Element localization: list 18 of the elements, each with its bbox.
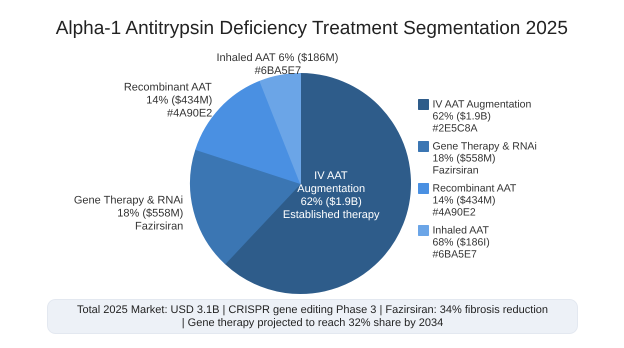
category-label: Inhaled AAT 6% ($186M) xyxy=(216,52,338,64)
text: 68% ($186I) #6BA5E7 xyxy=(432,236,490,260)
text: Total 2025 Market: USD 3.1B | CRISPR gene editing Phase 3 | Fazirsiran: 34% fibrosis reduction | Gene therapy projected to reach 32% share by 2034 xyxy=(77,304,548,329)
text: #6BA5E7 xyxy=(254,65,302,78)
legend-label: Gene Therapy & RNAi xyxy=(432,140,537,152)
legend-label: Recombinant AAT xyxy=(432,182,517,194)
legend-label: IV AAT Augmentation xyxy=(432,98,532,110)
chart-title: Alpha-1 Antitrypsin Deficiency Treatment Segmentation 2025 xyxy=(56,18,568,39)
slice-label: Gene Therapy & RNAi xyxy=(74,194,184,207)
text: 14% ($434M) #4A90E2 xyxy=(432,194,496,218)
data-label: 14% ($434M) #4A90E2 xyxy=(146,94,212,120)
text: 18% ($558M) Fazirsiran xyxy=(432,152,496,176)
text: 62% ($1.9B) #2E5C8A xyxy=(432,110,491,134)
slice-label: Recombinant AAT xyxy=(124,82,212,94)
slice-label: IV AAT Augmentation xyxy=(297,170,366,196)
data-label: 62% ($1.9B) Established therapy xyxy=(282,196,380,222)
legend-label: Inhaled AAT xyxy=(432,224,490,236)
data-label: 18% ($558M) Fazirsiran xyxy=(117,208,184,233)
